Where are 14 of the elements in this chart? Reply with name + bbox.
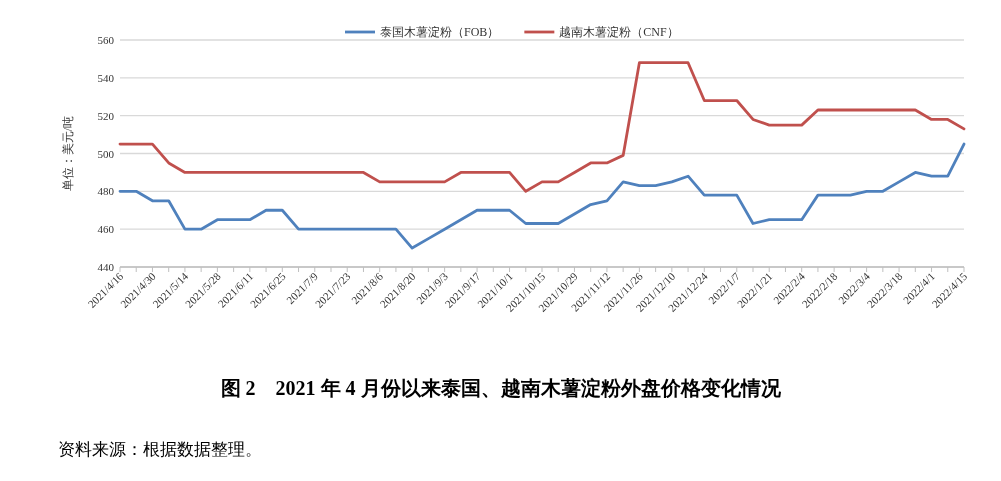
line-series (118, 61, 966, 193)
text: 资料来源：根据数据整理。 (58, 440, 262, 459)
y-tick-label: 560 (97, 34, 115, 46)
text: 图 2 2021 年 4 月份以来泰国、越南木薯淀粉外盘价格变化情况 (220, 377, 782, 399)
y-tick-label: 520 (97, 109, 115, 122)
y-axis-title: 单位：美元/吨 (61, 115, 75, 192)
legend-label: 泰国木薯淀粉（FOB） (380, 25, 500, 39)
line-series (118, 142, 966, 250)
y-tick-label: 500 (97, 147, 115, 160)
y-tick-label: 480 (97, 185, 115, 198)
y-tick-label: 460 (97, 223, 115, 236)
legend-label: 越南木薯淀粉（CNF） (559, 25, 679, 39)
y-tick-label: 440 (97, 261, 115, 273)
y-tick-label: 540 (97, 71, 115, 84)
